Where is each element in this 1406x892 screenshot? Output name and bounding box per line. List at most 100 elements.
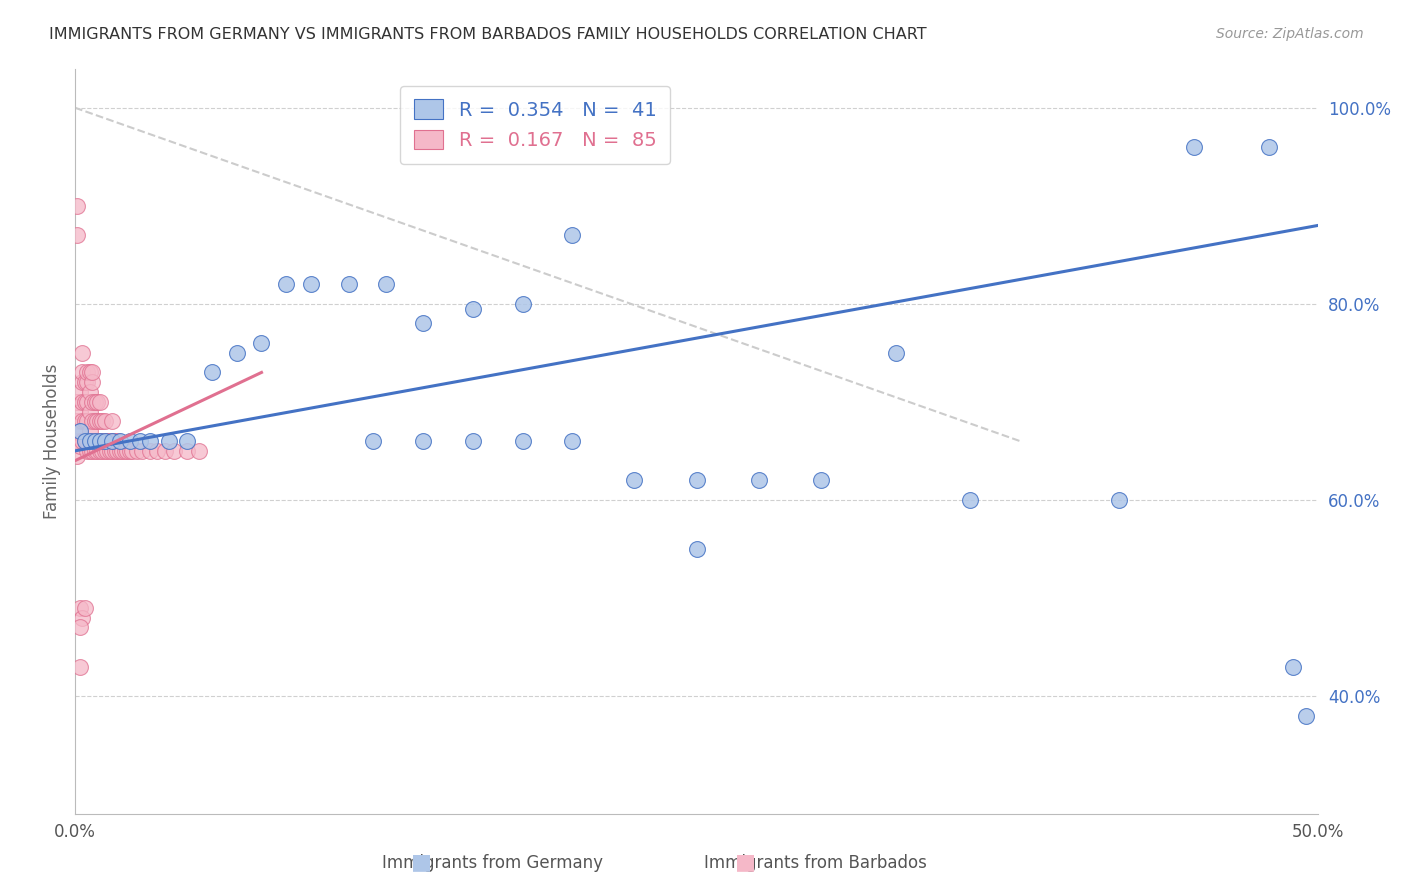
Point — [512, 297, 534, 311]
Point — [1295, 708, 1317, 723]
Point — [91, 443, 114, 458]
Point — [94, 434, 117, 448]
Point — [299, 277, 322, 292]
Point — [461, 434, 484, 448]
Point — [82, 414, 104, 428]
Text: IMMIGRANTS FROM GERMANY VS IMMIGRANTS FROM BARBADOS FAMILY HOUSEHOLDS CORRELATIO: IMMIGRANTS FROM GERMANY VS IMMIGRANTS FR… — [49, 27, 927, 42]
Point — [512, 434, 534, 448]
Point — [225, 346, 247, 360]
Point — [94, 434, 117, 448]
Point — [105, 434, 128, 448]
Point — [111, 443, 134, 458]
Point — [276, 277, 298, 292]
Point — [73, 434, 96, 448]
Point — [86, 414, 108, 428]
Point — [76, 414, 98, 428]
Point — [66, 199, 89, 213]
Text: ■: ■ — [735, 853, 755, 872]
Point — [374, 277, 396, 292]
Point — [250, 336, 273, 351]
Point — [79, 366, 101, 380]
Point — [94, 414, 117, 428]
Point — [82, 376, 104, 390]
Point — [810, 473, 832, 487]
Point — [69, 600, 91, 615]
Point — [1108, 492, 1130, 507]
Point — [69, 439, 91, 453]
Point — [72, 376, 94, 390]
Point — [89, 414, 111, 428]
Point — [73, 434, 96, 448]
Point — [82, 394, 104, 409]
Point — [72, 394, 94, 409]
Point — [66, 449, 89, 463]
Point — [959, 492, 981, 507]
Point — [101, 414, 124, 428]
Point — [69, 424, 91, 438]
Point — [96, 434, 118, 448]
Point — [163, 443, 186, 458]
Point — [86, 394, 108, 409]
Text: Immigrants from Germany: Immigrants from Germany — [381, 855, 603, 872]
Point — [104, 434, 127, 448]
Text: ■: ■ — [412, 853, 432, 872]
Point — [884, 346, 907, 360]
Point — [69, 385, 91, 400]
Point — [337, 277, 360, 292]
Point — [108, 443, 131, 458]
Point — [188, 443, 211, 458]
Point — [108, 434, 131, 448]
Point — [98, 443, 121, 458]
Point — [176, 443, 198, 458]
Point — [69, 659, 91, 673]
Point — [748, 473, 770, 487]
Point — [83, 414, 105, 428]
Point — [98, 434, 121, 448]
Point — [118, 443, 141, 458]
Point — [623, 473, 645, 487]
Point — [73, 600, 96, 615]
Point — [79, 443, 101, 458]
Point — [1182, 140, 1205, 154]
Point — [89, 394, 111, 409]
Point — [127, 443, 149, 458]
Point — [76, 394, 98, 409]
Point — [79, 424, 101, 438]
Point — [118, 434, 141, 448]
Point — [201, 366, 224, 380]
Point — [79, 434, 101, 448]
Point — [114, 443, 136, 458]
Point — [1282, 659, 1305, 673]
Point — [73, 414, 96, 428]
Point — [685, 473, 707, 487]
Point — [82, 443, 104, 458]
Point — [79, 404, 101, 418]
Point — [86, 434, 108, 448]
Point — [82, 366, 104, 380]
Point — [66, 434, 89, 448]
Point — [69, 620, 91, 634]
Point — [146, 443, 169, 458]
Point — [115, 443, 138, 458]
Point — [101, 434, 124, 448]
Point — [72, 366, 94, 380]
Point — [83, 434, 105, 448]
Point — [73, 394, 96, 409]
Point — [561, 434, 583, 448]
Point — [363, 434, 385, 448]
Point — [131, 443, 153, 458]
Point — [76, 443, 98, 458]
Point — [69, 424, 91, 438]
Point — [153, 443, 176, 458]
Point — [685, 541, 707, 556]
Point — [72, 434, 94, 448]
Point — [176, 434, 198, 448]
Point — [121, 443, 143, 458]
Point — [83, 443, 105, 458]
Point — [72, 610, 94, 624]
Point — [96, 443, 118, 458]
Point — [89, 443, 111, 458]
Point — [91, 434, 114, 448]
Point — [91, 414, 114, 428]
Point — [128, 434, 150, 448]
